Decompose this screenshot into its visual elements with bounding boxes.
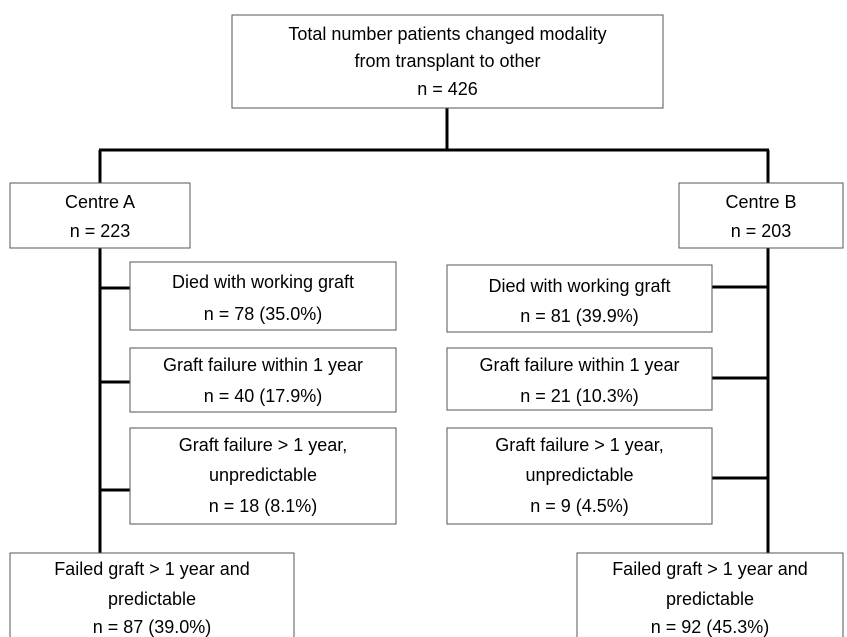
final-box-text: Failed graft > 1 year and <box>612 559 808 579</box>
outcome-box-text: Graft failure within 1 year <box>163 355 363 375</box>
final-box-text: n = 87 (39.0%) <box>93 617 212 637</box>
final-box-text: predictable <box>108 589 196 609</box>
final-box <box>576 552 844 637</box>
centre-box-text: Centre A <box>65 192 135 212</box>
outcome-box-text: n = 9 (4.5%) <box>530 496 629 516</box>
final-box <box>9 552 295 637</box>
outcome-box <box>129 427 397 525</box>
outcome-box-text: n = 78 (35.0%) <box>204 304 323 324</box>
centre-box-text: n = 223 <box>70 221 131 241</box>
centre-box <box>9 182 191 249</box>
outcome-box-text: n = 18 (8.1%) <box>209 496 318 516</box>
centre-box <box>678 182 844 249</box>
outcome-box <box>129 261 397 331</box>
outcome-box-text: n = 40 (17.9%) <box>204 386 323 406</box>
outcome-box-text: Graft failure > 1 year, <box>495 435 664 455</box>
outcome-box-text: Graft failure > 1 year, <box>179 435 348 455</box>
centre-box-text: n = 203 <box>731 221 792 241</box>
outcome-box-text: Died with working graft <box>172 272 354 292</box>
outcome-box-text: Graft failure within 1 year <box>479 355 679 375</box>
outcome-box <box>446 347 713 411</box>
outcome-box-text: unpredictable <box>209 465 317 485</box>
root-box-text: Total number patients changed modality <box>288 24 606 44</box>
root-box-text: from transplant to other <box>354 51 540 71</box>
outcome-box-text: Died with working graft <box>488 276 670 296</box>
final-box-text: predictable <box>666 589 754 609</box>
outcome-box <box>446 427 713 525</box>
root-box <box>231 14 664 109</box>
root-box-text: n = 426 <box>417 79 478 99</box>
outcome-box <box>446 264 713 333</box>
outcome-box <box>129 347 397 413</box>
outcome-box-text: unpredictable <box>525 465 633 485</box>
outcome-box-text: n = 81 (39.9%) <box>520 306 639 326</box>
outcome-box-text: n = 21 (10.3%) <box>520 386 639 406</box>
final-box-text: n = 92 (45.3%) <box>651 617 770 637</box>
final-box-text: Failed graft > 1 year and <box>54 559 250 579</box>
centre-box-text: Centre B <box>725 192 796 212</box>
